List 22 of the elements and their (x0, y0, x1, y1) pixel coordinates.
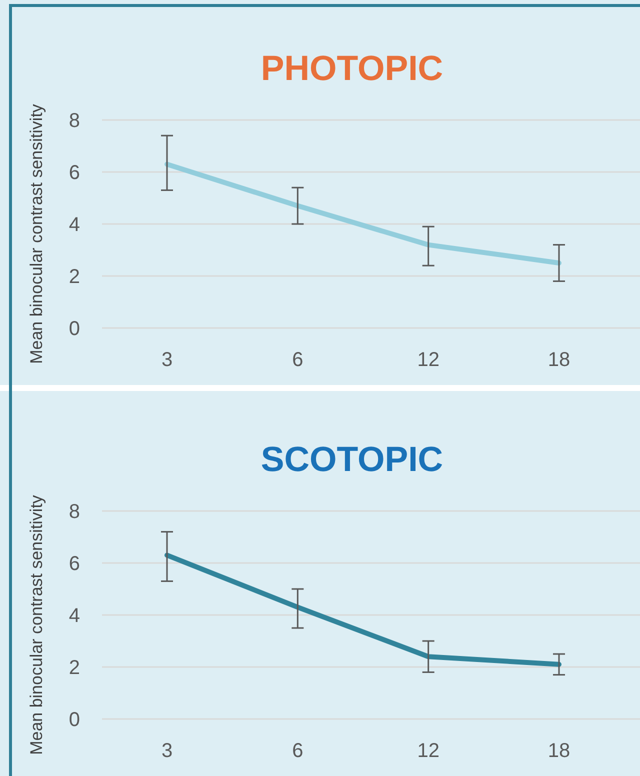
y-axis-title: Mean binocular contrast sensitivity (27, 494, 46, 755)
y-tick-label: 8 (68, 110, 80, 132)
y-axis-title: Mean binocular contrast sensitivity (27, 104, 46, 364)
x-tick-label: 18 (548, 349, 570, 371)
chart-title: PHOTOPIC (260, 49, 444, 88)
x-tick-label: 18 (548, 740, 570, 762)
x-tick-label: 12 (417, 740, 440, 762)
x-tick-label: 6 (292, 349, 304, 371)
x-tick-label: 3 (161, 349, 173, 371)
y-tick-label: 6 (68, 162, 80, 184)
x-tick-label: 12 (417, 349, 440, 371)
y-tick-label: 4 (68, 214, 80, 236)
y-tick-label: 2 (68, 266, 80, 288)
y-tick-label: 2 (68, 657, 80, 679)
y-tick-label: 6 (68, 553, 80, 575)
chart-title: SCOTOPIC (260, 440, 444, 479)
y-tick-label: 8 (68, 501, 80, 523)
y-tick-label: 0 (68, 709, 80, 731)
x-tick-label: 6 (292, 740, 304, 762)
y-tick-label: 4 (68, 605, 80, 627)
x-tick-label: 3 (161, 740, 173, 762)
y-tick-label: 0 (68, 318, 80, 340)
